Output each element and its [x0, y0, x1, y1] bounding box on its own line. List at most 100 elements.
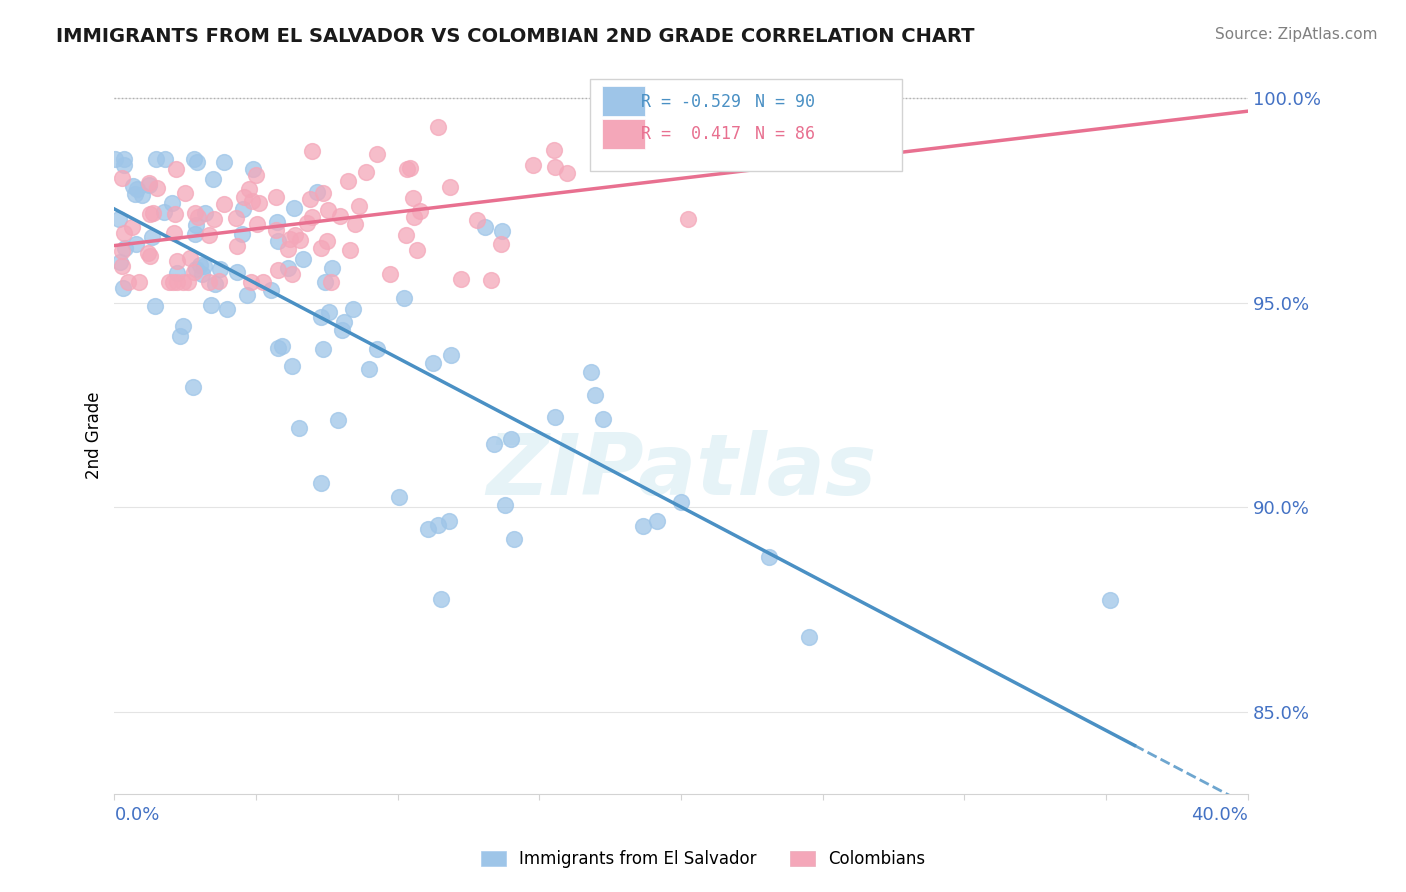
Point — [252, 275, 274, 289]
Point — [231, 227, 253, 241]
Point — [184, 227, 207, 242]
Point — [226, 239, 249, 253]
Point — [177, 275, 200, 289]
Point — [696, 142, 718, 156]
Point — [281, 267, 304, 281]
Point — [669, 495, 692, 509]
Point — [581, 365, 603, 379]
Point — [138, 178, 160, 192]
Point — [583, 387, 606, 401]
FancyBboxPatch shape — [602, 119, 645, 149]
Point — [128, 275, 150, 289]
Point — [111, 259, 134, 273]
Point — [321, 260, 343, 275]
Point — [330, 323, 353, 337]
Point — [193, 259, 215, 273]
Point — [186, 155, 208, 169]
Point — [277, 242, 299, 256]
Point — [450, 272, 472, 286]
Point — [292, 252, 315, 266]
Point — [298, 192, 321, 206]
Point — [166, 275, 188, 289]
Point — [499, 432, 522, 446]
Point — [112, 158, 135, 172]
Point — [676, 212, 699, 227]
Point — [153, 204, 176, 219]
Point — [162, 227, 184, 241]
Text: R = -0.529: R = -0.529 — [641, 93, 741, 112]
Point — [122, 179, 145, 194]
Point — [280, 359, 302, 373]
Point — [125, 182, 148, 196]
Point — [264, 223, 287, 237]
Point — [139, 207, 162, 221]
Point — [112, 281, 135, 295]
Text: R =  0.417: R = 0.417 — [641, 125, 741, 143]
Point — [226, 265, 249, 279]
Point — [301, 145, 323, 159]
Point — [592, 412, 614, 426]
Point — [179, 251, 201, 265]
FancyBboxPatch shape — [602, 86, 645, 116]
Point — [145, 153, 167, 167]
Point — [402, 191, 425, 205]
Point — [543, 143, 565, 157]
Point — [169, 329, 191, 343]
Point — [309, 310, 332, 324]
Point — [200, 298, 222, 312]
Point — [143, 299, 166, 313]
Point — [416, 522, 439, 536]
Point — [402, 210, 425, 224]
Text: ZIPatlas: ZIPatlas — [486, 430, 876, 513]
Point — [174, 186, 197, 200]
Point — [366, 147, 388, 161]
Point — [124, 186, 146, 201]
Point — [172, 319, 194, 334]
Point — [409, 204, 432, 219]
Point — [316, 234, 339, 248]
Point — [183, 265, 205, 279]
Point — [214, 197, 236, 211]
Point — [344, 217, 367, 231]
Point — [198, 227, 221, 242]
Point — [283, 201, 305, 215]
Point — [267, 263, 290, 277]
Point — [202, 212, 225, 227]
Point — [319, 275, 342, 289]
Point — [479, 272, 502, 286]
Point — [645, 514, 668, 528]
Point — [314, 275, 336, 289]
Point — [544, 409, 567, 424]
Point — [183, 206, 205, 220]
Point — [1099, 593, 1122, 607]
Point — [138, 176, 160, 190]
Point — [110, 254, 132, 268]
Point — [354, 165, 377, 179]
Point — [465, 212, 488, 227]
Point — [395, 228, 418, 243]
Point — [198, 275, 221, 289]
Point — [357, 362, 380, 376]
Point — [190, 267, 212, 281]
Point — [238, 182, 260, 196]
Point — [153, 153, 176, 167]
Point — [366, 342, 388, 356]
Point — [440, 348, 463, 362]
Point — [494, 498, 516, 512]
Point — [489, 236, 512, 251]
Point — [318, 304, 340, 318]
Point — [309, 475, 332, 490]
Point — [288, 233, 311, 247]
Point — [336, 174, 359, 188]
Point — [172, 275, 194, 289]
Point — [141, 230, 163, 244]
Point — [232, 202, 254, 216]
Point — [204, 277, 226, 291]
Point — [270, 339, 292, 353]
Point — [183, 153, 205, 167]
Point — [166, 266, 188, 280]
Point — [284, 227, 307, 242]
Point — [288, 421, 311, 435]
Point — [482, 437, 505, 451]
Point — [503, 532, 526, 546]
